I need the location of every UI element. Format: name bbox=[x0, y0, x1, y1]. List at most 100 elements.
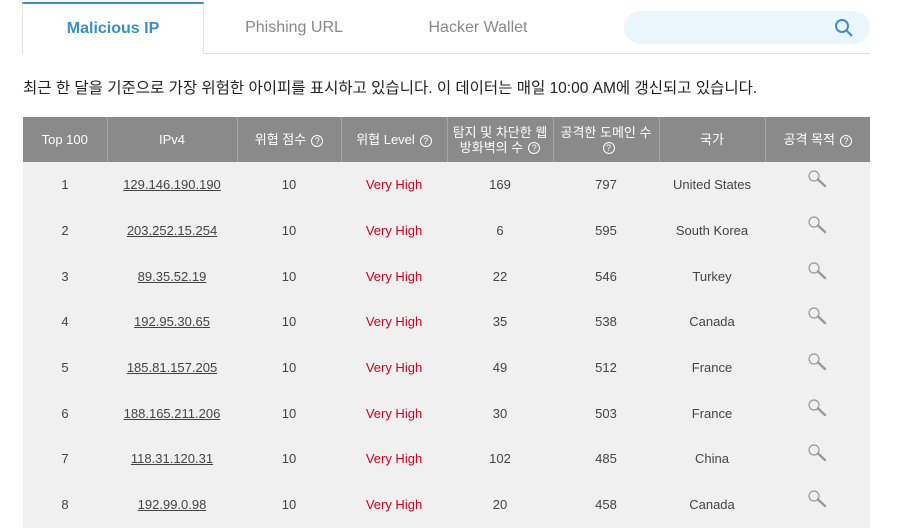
ip-link[interactable]: 89.35.52.19 bbox=[137, 268, 207, 284]
cell-rank: 7 bbox=[23, 436, 107, 482]
column-header: 탐지 및 차단한 웹방화벽의 수? bbox=[447, 117, 554, 162]
cell-level: Very High bbox=[341, 253, 447, 300]
header-label: 공격 목적 bbox=[783, 132, 835, 147]
level-value: Very High bbox=[365, 405, 423, 421]
ip-link[interactable]: 185.81.157.205 bbox=[126, 360, 218, 376]
table-row: 1 129.146.190.190 10 Very High 169 797 United … bbox=[23, 162, 870, 208]
ip-link[interactable]: 118.31.120.31 bbox=[130, 451, 214, 467]
score-value: 10 bbox=[281, 360, 297, 376]
cell-domains: 797 bbox=[553, 162, 659, 208]
score-value: 10 bbox=[281, 177, 297, 193]
waf-value: 6 bbox=[496, 223, 504, 239]
header-label: 공격한 도메인 수 bbox=[560, 124, 652, 140]
ip-link[interactable]: 192.99.0.98 bbox=[137, 497, 207, 513]
cell-score: 10 bbox=[237, 253, 341, 300]
cell-level: Very High bbox=[341, 207, 447, 254]
magnifier-icon[interactable] bbox=[807, 306, 829, 326]
level-value: Very High bbox=[365, 497, 423, 513]
ip-link[interactable]: 129.146.190.190 bbox=[123, 177, 221, 193]
tab-bar: Malicious IP Phishing URL Hacker Wallet bbox=[22, 0, 870, 54]
table-row: 6 188.165.211.206 10 Very High 30 503 France bbox=[23, 390, 870, 437]
cell-waf: 102 bbox=[447, 436, 553, 482]
cell-domains: 546 bbox=[553, 253, 659, 300]
level-value: Very High bbox=[365, 268, 423, 284]
cell-country: France bbox=[659, 344, 765, 391]
cell-score: 10 bbox=[237, 390, 341, 437]
magnifier-icon[interactable] bbox=[807, 215, 829, 235]
table-row: 3 89.35.52.19 10 Very High 22 546 Turkey bbox=[23, 253, 870, 300]
rank-value: 3 bbox=[61, 268, 69, 284]
magnifier-icon[interactable] bbox=[807, 443, 829, 463]
rank-value: 2 bbox=[61, 223, 69, 239]
cell-domains: 595 bbox=[553, 207, 659, 254]
rank-value: 4 bbox=[61, 314, 69, 330]
level-value: Very High bbox=[365, 223, 423, 239]
cell-ip: 185.81.157.205 bbox=[107, 344, 237, 391]
ip-link[interactable]: 203.252.15.254 bbox=[126, 223, 218, 239]
cell-score: 10 bbox=[237, 162, 341, 208]
cell-score: 10 bbox=[237, 436, 341, 482]
magnifier-icon[interactable] bbox=[807, 352, 829, 372]
column-header: IPv4 bbox=[107, 117, 238, 162]
table-row: 4 192.95.30.65 10 Very High 35 538 Canada bbox=[23, 299, 870, 345]
cell-level: Very High bbox=[341, 299, 447, 345]
score-value: 10 bbox=[281, 497, 297, 513]
cell-country: France bbox=[659, 390, 765, 437]
cell-domains: 512 bbox=[553, 344, 659, 391]
cell-purpose bbox=[765, 481, 870, 528]
rank-value: 7 bbox=[61, 451, 69, 467]
magnifier-icon[interactable] bbox=[807, 489, 829, 509]
tab-phishing-url[interactable]: Phishing URL bbox=[245, 19, 343, 36]
cell-waf: 6 bbox=[447, 207, 553, 254]
help-icon[interactable]: ? bbox=[839, 134, 852, 147]
cell-waf: 22 bbox=[447, 253, 553, 300]
magnifier-icon[interactable] bbox=[807, 261, 829, 281]
ip-link[interactable]: 192.95.30.65 bbox=[134, 314, 210, 330]
tab-hacker-wallet[interactable]: Hacker Wallet bbox=[428, 19, 528, 36]
help-icon[interactable]: ? bbox=[311, 134, 324, 147]
cell-domains: 485 bbox=[553, 436, 659, 482]
cell-score: 10 bbox=[237, 207, 341, 254]
cell-ip: 129.146.190.190 bbox=[107, 162, 237, 208]
cell-purpose bbox=[765, 436, 870, 482]
help-icon[interactable]: ? bbox=[602, 142, 615, 155]
cell-purpose bbox=[765, 344, 870, 391]
level-value: Very High bbox=[365, 451, 423, 467]
column-header: 위협 Level? bbox=[341, 117, 448, 162]
waf-value: 35 bbox=[492, 314, 508, 330]
rank-value: 1 bbox=[61, 177, 69, 193]
tab-malicious-ip[interactable]: Malicious IP bbox=[22, 2, 204, 54]
domains-value: 512 bbox=[595, 360, 617, 376]
score-value: 10 bbox=[281, 314, 297, 330]
level-value: Very High bbox=[365, 360, 423, 376]
description-text: 최근 한 달을 기준으로 가장 위험한 아이피를 표시하고 있습니다. 이 데이… bbox=[23, 80, 758, 97]
help-icon[interactable]: ? bbox=[419, 134, 432, 147]
cell-score: 10 bbox=[237, 481, 341, 528]
search-icon[interactable] bbox=[834, 18, 854, 38]
waf-value: 169 bbox=[489, 177, 511, 193]
score-value: 10 bbox=[281, 223, 297, 239]
cell-level: Very High bbox=[341, 436, 447, 482]
domains-value: 546 bbox=[595, 268, 617, 284]
waf-value: 102 bbox=[489, 451, 511, 467]
magnifier-icon[interactable] bbox=[807, 398, 829, 418]
cell-country: Turkey bbox=[659, 253, 765, 300]
country-value: Canada bbox=[689, 314, 735, 330]
cell-purpose bbox=[765, 390, 870, 437]
waf-value: 20 bbox=[492, 497, 508, 513]
waf-value: 30 bbox=[492, 405, 508, 421]
help-icon[interactable]: ? bbox=[528, 142, 541, 155]
domains-value: 485 bbox=[595, 451, 617, 467]
domains-value: 458 bbox=[595, 497, 617, 513]
search-input[interactable] bbox=[624, 11, 814, 44]
cell-level: Very High bbox=[341, 390, 447, 437]
domains-value: 538 bbox=[595, 314, 617, 330]
cell-rank: 1 bbox=[23, 162, 107, 208]
country-value: United States bbox=[672, 177, 752, 193]
column-header: 위협 점수? bbox=[237, 117, 342, 162]
ip-link[interactable]: 188.165.211.206 bbox=[123, 405, 221, 421]
column-header: 공격한 도메인 수? bbox=[553, 117, 660, 162]
header-label: 탐지 및 차단한 웹방화벽의 수 bbox=[452, 124, 548, 155]
magnifier-icon[interactable] bbox=[807, 169, 829, 189]
cell-purpose bbox=[765, 162, 870, 208]
